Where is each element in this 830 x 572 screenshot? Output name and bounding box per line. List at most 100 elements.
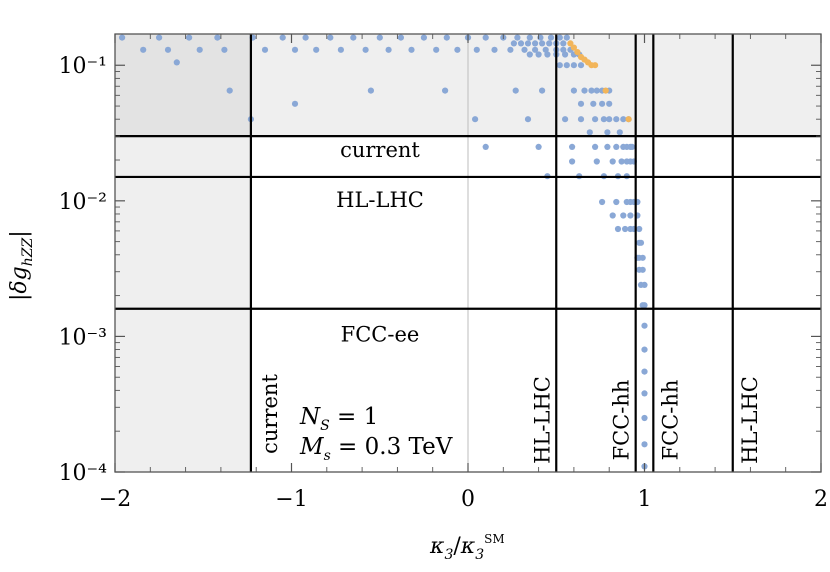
blue-point — [442, 87, 449, 94]
blue-point — [570, 87, 578, 94]
blue-point — [327, 34, 334, 41]
blue-point — [291, 46, 299, 53]
blue-point — [637, 239, 645, 246]
blue-point — [577, 116, 585, 123]
blue-point — [173, 59, 180, 66]
blue-point — [569, 158, 576, 165]
blue-point — [620, 212, 627, 219]
y-tick-label: 10⁻³ — [59, 325, 107, 350]
blue-point — [472, 116, 479, 123]
blue-point — [491, 46, 498, 53]
blue-point — [119, 34, 126, 41]
orange-point — [592, 62, 599, 69]
orange-point — [602, 87, 609, 94]
blue-point — [542, 46, 549, 53]
bound-label-v: current — [258, 374, 282, 454]
blue-point — [641, 346, 648, 353]
bound-label-h: HL-LHC — [336, 188, 424, 212]
annotation-ms: Ms = 0.3 TeV — [299, 434, 453, 464]
blue-point — [593, 158, 600, 165]
blue-point — [433, 46, 440, 53]
bound-label-v: FCC-hh — [658, 380, 682, 461]
blue-point — [613, 198, 620, 206]
blue-point — [641, 302, 648, 309]
blue-point — [507, 46, 514, 53]
shade-left — [115, 136, 251, 472]
blue-point — [532, 40, 539, 47]
blue-point — [408, 46, 415, 53]
blue-point — [560, 46, 567, 53]
blue-point — [563, 34, 570, 41]
blue-point — [620, 116, 627, 123]
blue-point — [526, 51, 533, 58]
svg-text:|δghZZ|: |δghZZ| — [7, 230, 36, 301]
blue-point — [420, 34, 427, 41]
blue-point — [517, 40, 525, 47]
orange-point — [625, 116, 632, 123]
bound-label-v: HL-LHC — [738, 376, 762, 464]
blue-point — [313, 46, 320, 53]
blue-point — [385, 46, 392, 53]
shade-corner — [115, 34, 251, 137]
blue-point — [376, 34, 383, 41]
blue-point — [604, 129, 611, 136]
blue-point — [186, 34, 193, 41]
y-tick-label: 10⁻¹ — [59, 54, 107, 79]
blue-point — [291, 100, 299, 107]
blue-point — [562, 116, 569, 123]
orange-point — [574, 49, 581, 56]
blue-point — [544, 51, 551, 58]
blue-point — [592, 116, 599, 123]
blue-point — [532, 46, 539, 53]
blue-point — [279, 34, 286, 41]
blue-point — [524, 40, 532, 47]
blue-point — [592, 143, 599, 150]
blue-point — [514, 34, 521, 41]
bound-label-v: FCC-hh — [610, 380, 634, 461]
blue-point — [556, 34, 563, 41]
blue-point — [164, 46, 172, 53]
blue-point — [641, 368, 648, 375]
y-tick-label: 10⁻⁴ — [59, 461, 108, 486]
blue-point — [547, 34, 555, 41]
blue-point — [302, 34, 309, 41]
blue-point — [569, 143, 576, 150]
blue-point — [609, 212, 616, 219]
blue-point — [337, 46, 344, 53]
blue-point — [613, 116, 620, 123]
blue-point — [524, 116, 532, 123]
blue-point — [577, 62, 585, 69]
blue-point — [599, 100, 606, 107]
blue-point — [221, 46, 228, 53]
blue-point — [473, 46, 480, 53]
bound-labels: current HL-LHC FCC-ee current HL-LHC FCC-hh FC… — [258, 138, 762, 464]
blue-point — [593, 87, 600, 94]
blue-point — [482, 143, 489, 150]
blue-point — [526, 34, 533, 41]
blue-point — [546, 40, 553, 47]
blue-point — [616, 129, 623, 136]
blue-point — [562, 51, 569, 58]
blue-point — [641, 441, 648, 448]
blue-point — [636, 225, 643, 233]
x-tick-label: −1 — [275, 487, 307, 512]
blue-point — [140, 46, 147, 53]
bound-label-v: HL-LHC — [530, 376, 554, 464]
blue-point — [581, 87, 588, 94]
y-axis-title: |δghZZ| — [7, 230, 36, 301]
bound-label-h: FCC-ee — [341, 323, 420, 347]
blue-point — [510, 40, 517, 47]
blue-point — [443, 34, 450, 41]
blue-point — [482, 34, 489, 41]
blue-point — [214, 34, 221, 41]
orange-point — [567, 40, 574, 47]
blue-point — [563, 62, 570, 69]
blue-point — [512, 87, 519, 94]
blue-point — [639, 266, 646, 273]
blue-point — [606, 100, 613, 107]
blue-point — [627, 212, 634, 219]
blue-point — [539, 87, 546, 94]
blue-point — [641, 281, 648, 288]
blue-point — [156, 34, 163, 41]
blue-point — [641, 390, 648, 397]
